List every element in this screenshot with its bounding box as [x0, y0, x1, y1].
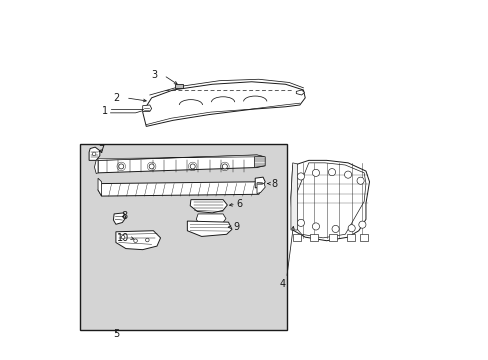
Text: 9: 9 — [233, 222, 239, 232]
Text: 10: 10 — [117, 233, 129, 243]
Polygon shape — [142, 105, 151, 111]
Polygon shape — [257, 183, 264, 194]
Text: 7: 7 — [98, 145, 104, 155]
Circle shape — [149, 164, 154, 169]
Polygon shape — [254, 157, 264, 167]
FancyBboxPatch shape — [175, 84, 183, 88]
Polygon shape — [89, 147, 100, 160]
Polygon shape — [98, 182, 262, 196]
Polygon shape — [98, 155, 264, 160]
Polygon shape — [290, 160, 369, 241]
Polygon shape — [255, 177, 264, 188]
Text: 8: 8 — [271, 179, 277, 189]
Text: 2: 2 — [113, 93, 119, 103]
Circle shape — [145, 238, 149, 242]
Circle shape — [331, 225, 339, 233]
Circle shape — [92, 152, 96, 156]
Circle shape — [190, 164, 195, 169]
FancyBboxPatch shape — [346, 234, 354, 241]
Circle shape — [344, 171, 351, 178]
Circle shape — [119, 164, 123, 169]
Circle shape — [358, 221, 365, 228]
Circle shape — [134, 239, 137, 243]
Text: 4: 4 — [279, 279, 285, 289]
Text: 1: 1 — [102, 106, 108, 116]
Circle shape — [297, 219, 304, 226]
Polygon shape — [290, 163, 297, 230]
Polygon shape — [296, 90, 304, 95]
Circle shape — [121, 235, 124, 239]
Text: 5: 5 — [113, 329, 119, 339]
Circle shape — [356, 177, 364, 184]
Polygon shape — [190, 200, 227, 213]
Circle shape — [328, 168, 335, 176]
Polygon shape — [196, 214, 225, 226]
Circle shape — [347, 225, 354, 232]
Text: 6: 6 — [236, 199, 242, 209]
Text: 8: 8 — [121, 211, 127, 221]
FancyBboxPatch shape — [328, 234, 336, 241]
Polygon shape — [142, 82, 305, 126]
Polygon shape — [187, 221, 231, 237]
Circle shape — [312, 169, 319, 176]
FancyBboxPatch shape — [80, 144, 287, 330]
Polygon shape — [113, 213, 125, 224]
Text: 3: 3 — [151, 70, 157, 80]
Circle shape — [222, 164, 227, 169]
Polygon shape — [98, 155, 264, 173]
Polygon shape — [94, 160, 98, 174]
Polygon shape — [116, 231, 160, 249]
FancyBboxPatch shape — [292, 234, 300, 241]
Circle shape — [312, 223, 319, 230]
Polygon shape — [98, 178, 102, 196]
FancyBboxPatch shape — [309, 234, 317, 241]
FancyBboxPatch shape — [360, 234, 367, 241]
Circle shape — [297, 173, 304, 180]
